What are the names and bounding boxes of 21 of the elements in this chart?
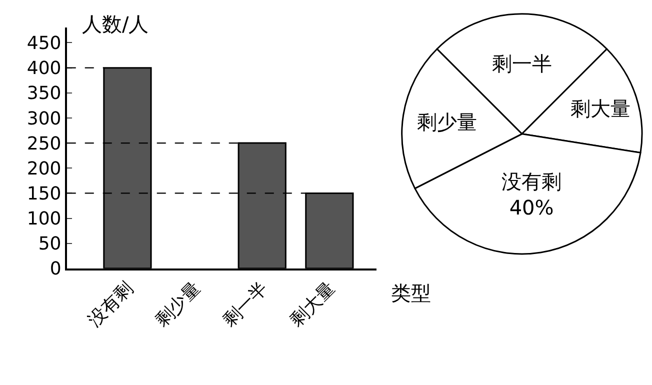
y-tick-label: 350 — [26, 83, 62, 104]
data-label: 40% — [509, 196, 554, 220]
x-tick-label: 没有剩 — [84, 278, 138, 332]
y-tick-label: 0 — [50, 258, 62, 280]
y-tick-label: 100 — [26, 208, 62, 230]
y-axis-title: 人数/人 — [82, 12, 149, 36]
x-axis-title: 类型 — [391, 281, 431, 305]
y-tick-label: 250 — [26, 133, 62, 154]
slice-label: 没有剩 — [502, 170, 562, 194]
y-tick-label: 200 — [26, 158, 62, 180]
y-tick-label: 300 — [26, 108, 62, 130]
slice-label: 剩少量 — [417, 110, 478, 134]
x-tick-label: 剩少量 — [152, 278, 205, 332]
y-tick-label: 150 — [26, 183, 62, 204]
y-tick-label: 50 — [38, 234, 62, 255]
y-tick-label: 450 — [26, 33, 62, 54]
slice-label: 剩大量 — [570, 96, 630, 120]
x-tick-label: 剩大量 — [286, 278, 340, 332]
slice-label: 剩一半 — [492, 52, 552, 76]
y-tick-label: 400 — [26, 58, 62, 80]
x-tick-label: 剩一半 — [218, 278, 272, 332]
